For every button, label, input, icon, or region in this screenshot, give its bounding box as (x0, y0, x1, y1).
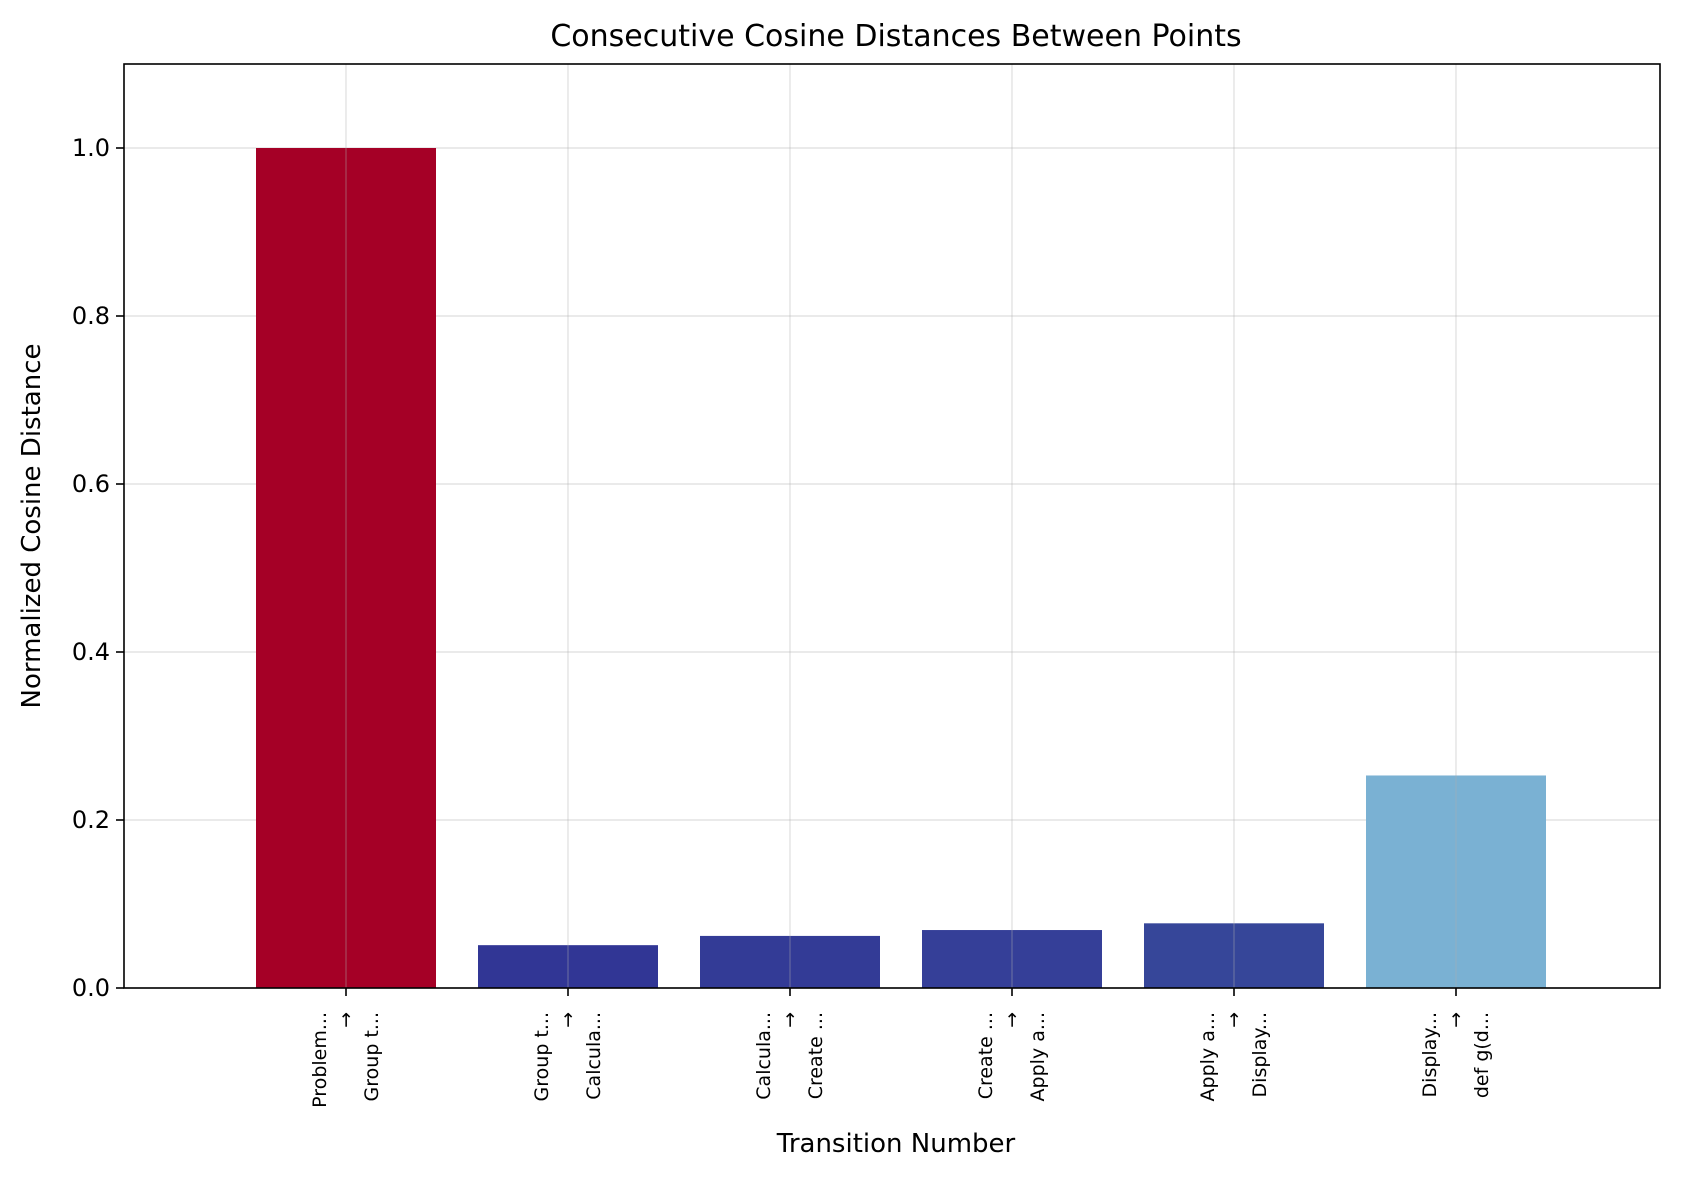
y-tick-label: 0.0 (72, 974, 110, 1002)
x-tick-label: Create ... (975, 1012, 997, 1099)
x-tick-label: def g(d... (1471, 1012, 1493, 1098)
x-tick-label: Apply a... (1197, 1012, 1219, 1101)
y-tick-label: 0.8 (72, 302, 110, 330)
y-tick-label: 1.0 (72, 134, 110, 162)
x-axis-ticks: Problem... → Group t... Group t... → Calcula.… (309, 988, 1493, 1108)
y-tick-label: 0.4 (72, 638, 110, 666)
bar (256, 148, 436, 988)
y-tick-label: 0.2 (72, 806, 110, 834)
bar (922, 930, 1102, 988)
x-tick-label: Display... (1419, 1012, 1441, 1097)
x-tick-label: Group t... (531, 1012, 553, 1101)
x-axis-label: Transition Number (776, 1129, 1016, 1159)
bars (256, 148, 1546, 988)
x-tick-arrow: → (1445, 1012, 1467, 1028)
bar (478, 945, 658, 988)
x-tick-label: Display... (1249, 1012, 1271, 1097)
plot-frame (123, 63, 1661, 989)
x-tick-arrow: → (557, 1012, 579, 1028)
x-tick-arrow: → (1001, 1012, 1023, 1028)
x-tick-label: Create ... (805, 1012, 827, 1099)
x-tick-label: Group t... (361, 1012, 383, 1101)
x-tick-label: Problem... (309, 1012, 331, 1108)
x-tick-arrow: → (335, 1012, 357, 1028)
bar (1144, 923, 1324, 988)
y-axis-label: Normalized Cosine Distance (17, 344, 47, 709)
y-tick-label: 0.6 (72, 470, 110, 498)
x-gridlines (345, 64, 1457, 988)
chart-title: Consecutive Cosine Distances Between Poi… (550, 19, 1241, 54)
x-tick-label: Calcula... (753, 1012, 775, 1100)
bar (1366, 775, 1546, 988)
x-tick-label: Calcula... (583, 1012, 605, 1100)
x-tick-label: Apply a... (1027, 1012, 1049, 1101)
y-axis-ticks: 0.0 0.2 0.4 0.6 0.8 1.0 (72, 134, 124, 1002)
x-tick-arrow: → (779, 1012, 801, 1028)
x-tick-arrow: → (1223, 1012, 1245, 1028)
bar (700, 935, 880, 988)
